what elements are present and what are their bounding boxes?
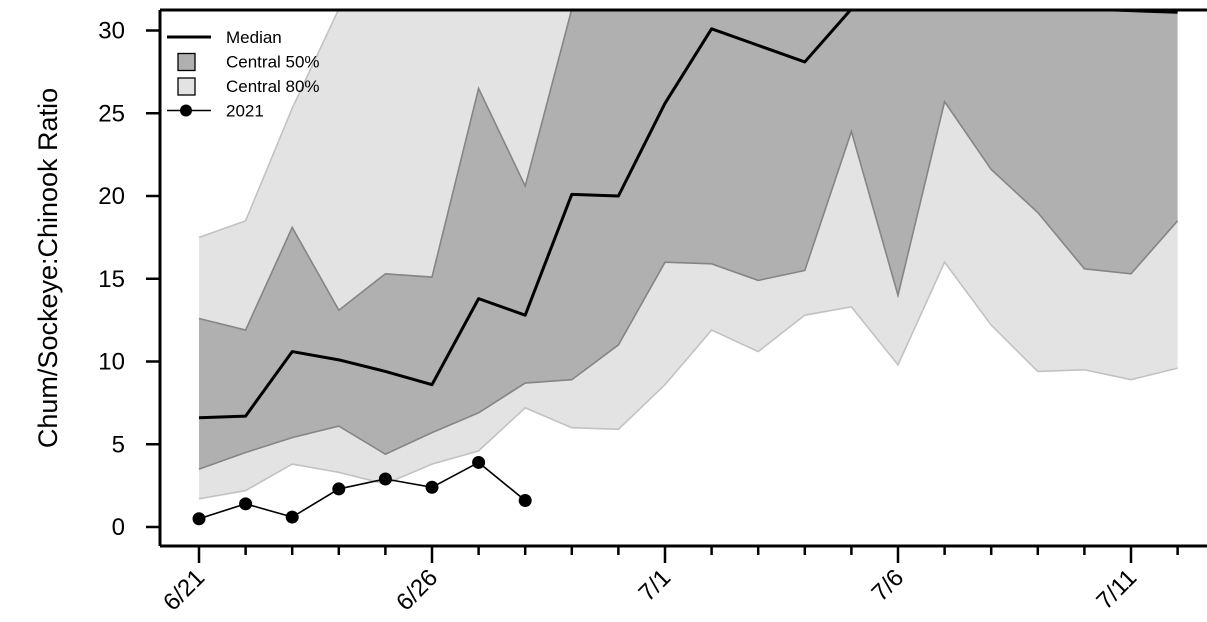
series-2021-point bbox=[332, 482, 346, 496]
x-tick-label: 6/26 bbox=[391, 564, 443, 616]
y-tick-label: 25 bbox=[98, 100, 125, 127]
band-central-50-lower-edge bbox=[198, 99, 1179, 470]
x-tick-label: 6/21 bbox=[158, 564, 210, 616]
legend-item: Central 80% bbox=[177, 77, 320, 96]
legend-central-80-symbol bbox=[177, 77, 196, 96]
x-tick-label: 7/1 bbox=[634, 564, 677, 607]
band-central-50-upper-edge bbox=[198, 10, 573, 331]
legend-item: 2021 bbox=[167, 102, 264, 121]
legend-item: Median bbox=[167, 28, 282, 47]
legend: Median Central 50% Central 80% 2021 bbox=[167, 28, 320, 121]
legend-label: Central 80% bbox=[226, 77, 320, 96]
band-central-50 bbox=[199, 10, 1178, 470]
lines-layer bbox=[192, 10, 1178, 526]
series-2021-point bbox=[239, 497, 253, 511]
legend-item: Central 50% bbox=[177, 52, 320, 72]
y-tick-label: 10 bbox=[98, 349, 125, 376]
y-tick-label: 15 bbox=[98, 266, 125, 293]
legend-label: Median bbox=[226, 28, 282, 47]
legend-2021-point-symbol bbox=[180, 104, 192, 117]
median-line bbox=[198, 10, 1178, 420]
bands-layer bbox=[198, 10, 1179, 500]
series-2021-point bbox=[192, 512, 206, 526]
x-tick-label: 7/6 bbox=[867, 564, 910, 607]
y-tick-label: 20 bbox=[98, 183, 125, 210]
legend-label: Central 50% bbox=[226, 53, 320, 72]
series-2021-point bbox=[425, 480, 439, 494]
series-2021-point bbox=[285, 510, 299, 524]
x-tick-label: 7/11 bbox=[1091, 564, 1142, 615]
legend-label: 2021 bbox=[226, 102, 264, 121]
y-tick-label: 0 bbox=[112, 514, 125, 541]
series-2021-line bbox=[198, 461, 526, 520]
series-2021-point bbox=[518, 494, 532, 508]
y-axis-title: Chum/Sockeye:Chinook Ratio bbox=[33, 88, 63, 448]
y-tick-label: 30 bbox=[98, 18, 125, 45]
y-tick-label: 5 bbox=[112, 431, 125, 458]
series-2021-point bbox=[378, 472, 392, 486]
band-central-80-lower-edge bbox=[198, 260, 1178, 500]
series-2021-point bbox=[472, 455, 486, 469]
legend-central-50-symbol bbox=[177, 52, 196, 72]
